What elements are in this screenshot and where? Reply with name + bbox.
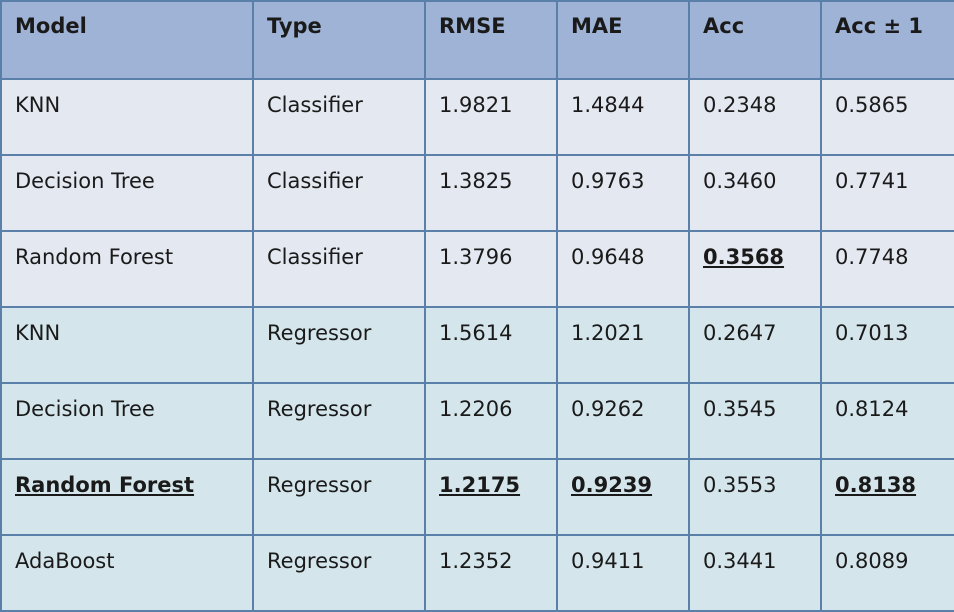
acc-cell: 0.2348 xyxy=(688,78,822,156)
mae-cell: 0.9648 xyxy=(556,230,690,308)
acc-cell: 0.2647 xyxy=(688,306,822,384)
mae-cell: 1.2021 xyxy=(556,306,690,384)
table-header-row: Model Type RMSE MAE Acc Acc ± 1 xyxy=(0,0,954,80)
table-row: Random Forest Regressor 1.2175 0.9239 0.3553… xyxy=(0,458,954,536)
type-cell: Classifier xyxy=(252,78,426,156)
type-cell: Regressor xyxy=(252,534,426,612)
mae-cell: 0.9411 xyxy=(556,534,690,612)
acc-pm1-cell: 0.8089 xyxy=(820,534,954,612)
table-body: KNN Classifier 1.9821 1.4844 0.2348 0.5865 Dec… xyxy=(0,78,954,612)
rmse-cell: 1.2206 xyxy=(424,382,558,460)
type-cell: Regressor xyxy=(252,306,426,384)
mae-cell: 1.4844 xyxy=(556,78,690,156)
type-cell: Regressor xyxy=(252,382,426,460)
table-row: Decision Tree Classifier 1.3825 0.9763 0.346… xyxy=(0,154,954,232)
acc-pm1-cell: 0.5865 xyxy=(820,78,954,156)
acc-pm1-cell: 0.7013 xyxy=(820,306,954,384)
mae-cell: 0.9763 xyxy=(556,154,690,232)
acc-cell: 0.3553 xyxy=(688,458,822,536)
type-cell: Classifier xyxy=(252,230,426,308)
table-row: Random Forest Classifier 1.3796 0.9648 0.356… xyxy=(0,230,954,308)
column-header-acc: Acc xyxy=(688,0,822,80)
rmse-cell: 1.2352 xyxy=(424,534,558,612)
acc-cell: 0.3545 xyxy=(688,382,822,460)
acc-pm1-cell: 0.8138 xyxy=(820,458,954,536)
rmse-cell: 1.5614 xyxy=(424,306,558,384)
table-row: KNN Regressor 1.5614 1.2021 0.2647 0.7013 xyxy=(0,306,954,384)
model-cell: Decision Tree xyxy=(0,382,254,460)
type-cell: Regressor xyxy=(252,458,426,536)
column-header-rmse: RMSE xyxy=(424,0,558,80)
rmse-cell: 1.3796 xyxy=(424,230,558,308)
table-row: KNN Classifier 1.9821 1.4844 0.2348 0.5865 xyxy=(0,78,954,156)
table-row: AdaBoost Regressor 1.2352 0.9411 0.3441 0.808… xyxy=(0,534,954,612)
column-header-model: Model xyxy=(0,0,254,80)
mae-cell: 0.9262 xyxy=(556,382,690,460)
model-cell: KNN xyxy=(0,306,254,384)
rmse-cell: 1.9821 xyxy=(424,78,558,156)
mae-cell: 0.9239 xyxy=(556,458,690,536)
type-cell: Classifier xyxy=(252,154,426,232)
column-header-type: Type xyxy=(252,0,426,80)
table-row: Decision Tree Regressor 1.2206 0.9262 0.3545… xyxy=(0,382,954,460)
column-header-acc-pm1: Acc ± 1 xyxy=(820,0,954,80)
model-cell: Random Forest xyxy=(0,230,254,308)
acc-pm1-cell: 0.8124 xyxy=(820,382,954,460)
acc-pm1-cell: 0.7748 xyxy=(820,230,954,308)
model-cell: Decision Tree xyxy=(0,154,254,232)
model-cell: KNN xyxy=(0,78,254,156)
acc-pm1-cell: 0.7741 xyxy=(820,154,954,232)
model-cell: Random Forest xyxy=(0,458,254,536)
rmse-cell: 1.2175 xyxy=(424,458,558,536)
acc-cell: 0.3460 xyxy=(688,154,822,232)
acc-cell: 0.3441 xyxy=(688,534,822,612)
rmse-cell: 1.3825 xyxy=(424,154,558,232)
column-header-mae: MAE xyxy=(556,0,690,80)
acc-cell: 0.3568 xyxy=(688,230,822,308)
model-cell: AdaBoost xyxy=(0,534,254,612)
